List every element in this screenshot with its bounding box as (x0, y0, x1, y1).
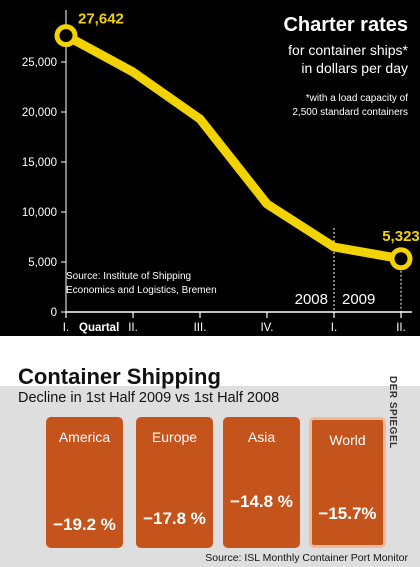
chart-subtitle: for container ships* in dollars per day (288, 42, 408, 76)
series-point-first (54, 24, 78, 48)
region-label: World (329, 432, 366, 448)
region-card-america: America −19.2 % (46, 417, 123, 548)
chart-title: Charter rates (283, 14, 408, 36)
data-label-last: 5,323 (382, 228, 420, 245)
chart-source: Source: Institute of Shipping Economics … (66, 271, 217, 296)
x-tick-label: I. (331, 322, 337, 334)
region-label: America (58, 429, 111, 445)
section-subtitle: Decline in 1st Half 2009 vs 1st Half 200… (18, 390, 280, 406)
x-axis-quarter-label: Quartal (79, 322, 119, 334)
y-tick-label: 5,000 (28, 257, 57, 269)
region-label: Europe (151, 429, 198, 445)
section-title: Container Shipping (18, 364, 221, 389)
region-card-europe: Europe −17.8 % (136, 417, 213, 548)
year-label-2008: 2008 (295, 291, 328, 308)
section-source: Source: ISL Monthly Container Port Monit… (205, 552, 408, 564)
year-label-2009: 2009 (342, 291, 375, 308)
y-tick-label: 25,000 (22, 57, 57, 69)
y-tick-label: 20,000 (22, 107, 57, 119)
region-label: Asia (247, 429, 276, 445)
region-decline-value: −14.8 % (230, 492, 293, 511)
y-tick-label: 10,000 (22, 207, 57, 219)
chart-background (0, 0, 420, 336)
chart-footnote: *with a load capacity of 2,500 standard … (292, 93, 408, 118)
data-label-peak: 27,642 (78, 11, 124, 28)
series-point-last (389, 247, 413, 271)
x-tick-label: II. (396, 322, 406, 334)
chart-marks: 27,642 5,323 (54, 11, 420, 271)
region-decline-value: −17.8 % (143, 509, 206, 528)
white-band (0, 336, 420, 386)
region-card-asia: Asia −14.8 % (223, 417, 300, 548)
x-tick-label: III. (194, 322, 207, 334)
region-card-world: World −15.7% (309, 417, 386, 548)
region-decline-value: −15.7% (318, 504, 377, 523)
x-tick-label: IV. (260, 322, 273, 334)
chart-axes: 0 5,000 10,000 15,000 20,000 25,000 I. II. III. I… (22, 10, 412, 334)
series-line (61, 31, 406, 264)
x-tick-label: I. (63, 322, 69, 334)
region-decline-value: −19.2 % (53, 515, 116, 534)
y-tick-label: 0 (51, 307, 57, 319)
publisher-watermark: DER SPIEGEL (387, 376, 398, 449)
y-tick-label: 15,000 (22, 157, 57, 169)
x-tick-label: II. (128, 322, 138, 334)
